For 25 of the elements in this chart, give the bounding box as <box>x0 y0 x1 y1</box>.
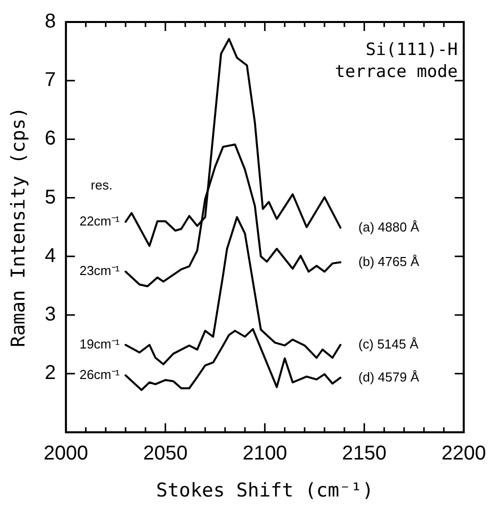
y-tick-label: 3 <box>44 304 56 326</box>
y-tick-label: 6 <box>44 128 56 150</box>
annotation: res. <box>90 177 112 192</box>
y-tick-label: 5 <box>44 186 56 208</box>
series-label: (b) 4765 Å <box>358 254 420 269</box>
x-tick-label: 2150 <box>342 442 387 465</box>
annotation: 22cm⁻¹ <box>79 213 120 228</box>
y-tick-label: 8 <box>44 10 56 33</box>
x-tick-label: 2200 <box>442 442 486 465</box>
annotation: Si(111)-H <box>366 40 458 60</box>
series-label: (c) 5145 Å <box>358 336 419 352</box>
annotation: 26cm⁻¹ <box>79 366 120 382</box>
annotation: terrace mode <box>334 62 458 82</box>
annotation: 23cm⁻¹ <box>79 263 120 278</box>
annotation: 19cm⁻¹ <box>79 336 120 352</box>
series-label: (d) 4579 Å <box>358 369 420 384</box>
x-tick-label: 2000 <box>44 442 88 465</box>
series-label: (a) 4880 Å <box>358 219 420 234</box>
y-tick-label: 2 <box>44 362 56 384</box>
y-axis-title: Raman Intensity (cps) <box>7 106 30 348</box>
y-tick-label: 7 <box>44 69 56 92</box>
y-tick-label: 4 <box>44 244 56 267</box>
x-tick-label: 2050 <box>143 442 188 465</box>
x-axis-title: Stokes Shift (cm⁻¹) <box>156 480 374 502</box>
x-tick-label: 2100 <box>242 442 288 465</box>
